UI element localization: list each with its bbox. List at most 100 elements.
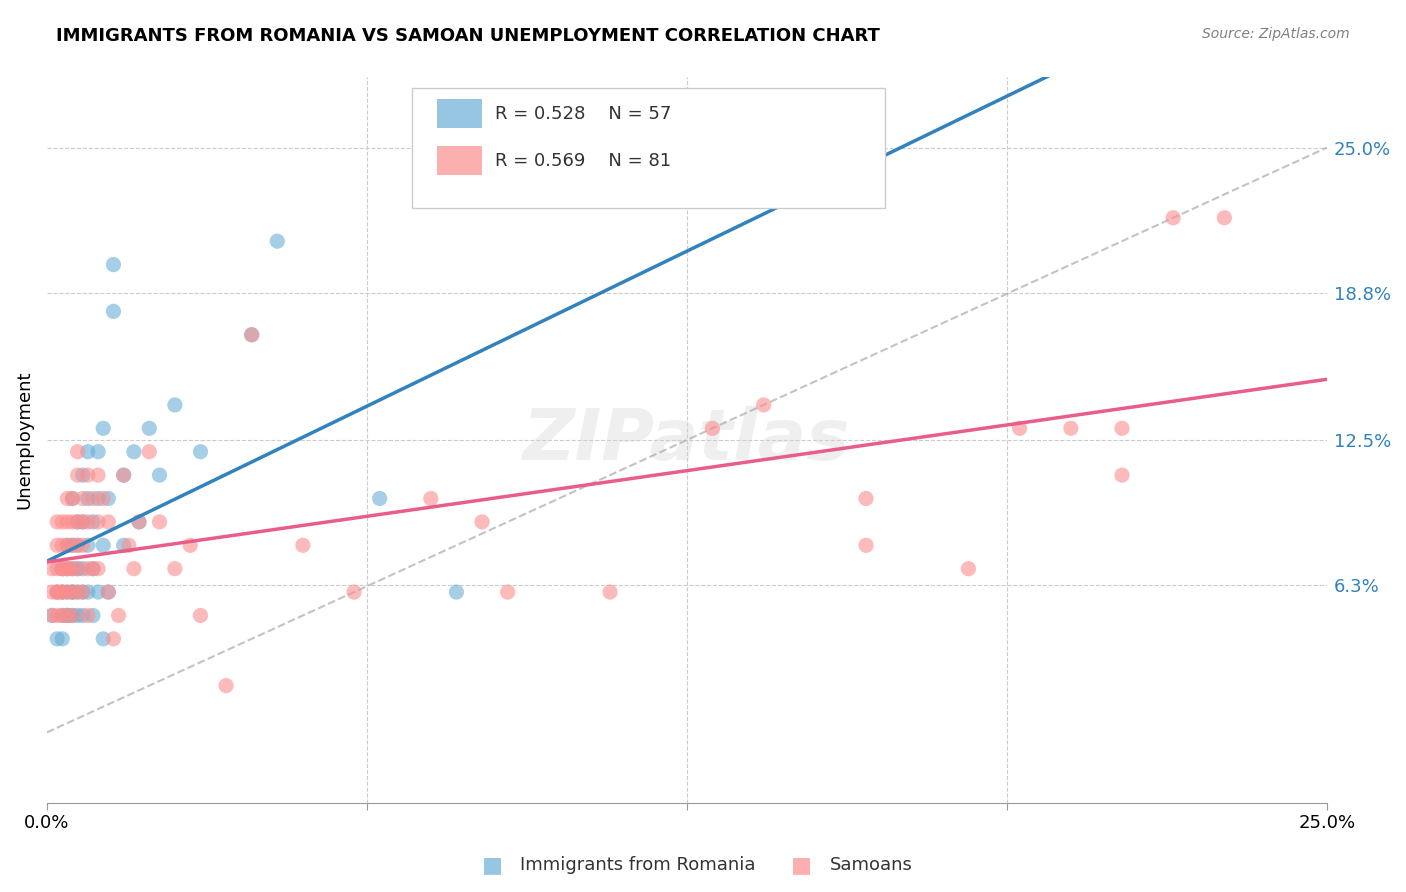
Text: Immigrants from Romania: Immigrants from Romania [520, 856, 755, 874]
Point [112, 468, 135, 483]
Point [56, 491, 79, 506]
Point [957, 562, 980, 576]
Point [56, 538, 79, 552]
Point [97, 515, 120, 529]
Point [190, 608, 212, 623]
Point [51, 585, 73, 599]
Point [163, 562, 186, 576]
Point [46, 585, 69, 599]
Point [56, 585, 79, 599]
Point [72, 515, 94, 529]
Point [97, 585, 120, 599]
Point [97, 585, 120, 599]
Point [1111, 468, 1133, 483]
Point [76, 444, 98, 458]
Point [72, 515, 94, 529]
Point [419, 491, 441, 506]
Point [72, 562, 94, 576]
Point [41, 608, 63, 623]
Point [51, 632, 73, 646]
Point [56, 538, 79, 552]
Point [148, 468, 170, 483]
Point [1008, 421, 1031, 435]
Point [72, 585, 94, 599]
Point [103, 304, 125, 318]
Point [72, 585, 94, 599]
Point [76, 608, 98, 623]
Point [118, 538, 141, 552]
Point [76, 491, 98, 506]
Point [62, 562, 84, 576]
Point [82, 515, 104, 529]
Point [56, 515, 79, 529]
Point [46, 515, 69, 529]
Point [91, 538, 114, 552]
Point [51, 562, 73, 576]
Point [82, 562, 104, 576]
Point [56, 562, 79, 576]
Point [62, 608, 84, 623]
Text: ■: ■ [482, 855, 502, 875]
Point [138, 421, 160, 435]
Point [163, 398, 186, 412]
Point [91, 491, 114, 506]
Point [56, 585, 79, 599]
Point [66, 444, 89, 458]
Point [76, 515, 98, 529]
Point [51, 585, 73, 599]
Text: R = 0.528    N = 57: R = 0.528 N = 57 [495, 104, 671, 123]
Text: IMMIGRANTS FROM ROMANIA VS SAMOAN UNEMPLOYMENT CORRELATION CHART: IMMIGRANTS FROM ROMANIA VS SAMOAN UNEMPL… [56, 27, 880, 45]
Point [66, 515, 89, 529]
Point [87, 491, 110, 506]
Point [62, 585, 84, 599]
Point [702, 421, 724, 435]
Point [51, 562, 73, 576]
Point [51, 608, 73, 623]
Point [62, 562, 84, 576]
Bar [437, 99, 482, 128]
Point [56, 608, 79, 623]
Point [62, 515, 84, 529]
Point [46, 585, 69, 599]
Point [82, 562, 104, 576]
Point [148, 515, 170, 529]
Point [128, 515, 150, 529]
Point [496, 585, 519, 599]
Point [76, 585, 98, 599]
Point [112, 468, 135, 483]
Point [291, 538, 314, 552]
Point [240, 327, 263, 342]
Point [122, 562, 145, 576]
Point [1060, 421, 1083, 435]
Point [46, 585, 69, 599]
Point [62, 491, 84, 506]
Point [752, 398, 775, 412]
Text: ZIPatlas: ZIPatlas [523, 406, 851, 475]
Point [91, 421, 114, 435]
Point [266, 234, 288, 248]
Point [599, 585, 621, 599]
Point [62, 491, 84, 506]
Point [46, 562, 69, 576]
Point [368, 491, 391, 506]
Point [72, 468, 94, 483]
Point [56, 562, 79, 576]
Point [179, 538, 201, 552]
Point [82, 491, 104, 506]
Point [66, 562, 89, 576]
Point [62, 585, 84, 599]
Point [72, 608, 94, 623]
Point [46, 608, 69, 623]
Point [103, 258, 125, 272]
Point [855, 491, 877, 506]
Point [66, 538, 89, 552]
Point [91, 632, 114, 646]
Point [41, 608, 63, 623]
Point [72, 491, 94, 506]
FancyBboxPatch shape [412, 88, 886, 208]
Point [41, 562, 63, 576]
Point [240, 327, 263, 342]
Point [76, 468, 98, 483]
Point [87, 468, 110, 483]
Point [62, 538, 84, 552]
